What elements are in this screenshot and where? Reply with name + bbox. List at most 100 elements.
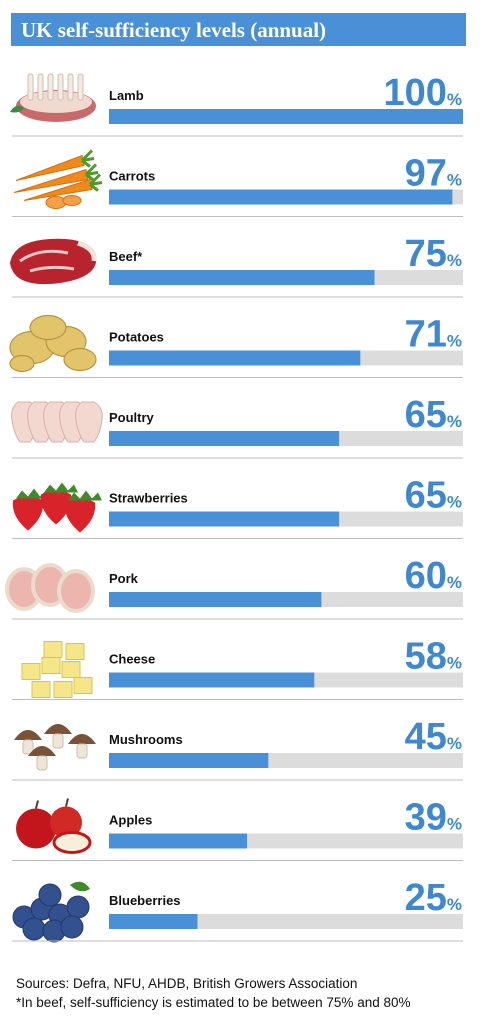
strawberry-leaf [68,490,102,501]
potatoes-icon [9,314,97,373]
category-label: Beef* [109,249,143,264]
apple [16,808,56,849]
apple-half [52,831,92,854]
poultry-icon [11,401,103,443]
mushroom-cap [14,730,42,740]
value-label: 65% [405,394,462,436]
bar [109,189,453,205]
bar [109,592,322,607]
row-cheese: Cheese 58% [12,636,463,700]
value-label: 100% [383,72,462,114]
lamb-bone [37,73,44,101]
bar [109,511,340,527]
category-label: Mushrooms [109,732,183,747]
row-blueberries: Blueberries 25% [12,877,463,943]
lamb-herb [10,105,24,113]
bar [109,914,198,929]
lamb-bone [77,73,84,101]
lamb-icon [10,73,96,122]
value-label: 97% [405,153,462,195]
beef-marbling [19,249,75,273]
carrots-icon [13,149,103,209]
title-bar: UK self-sufficiency levels (annual) [11,13,466,46]
blueberry [38,883,62,907]
cheese-cube [65,643,85,660]
category-label: Carrots [109,169,155,184]
row-mushrooms: Mushrooms 45% [12,716,463,781]
category-label: Cheese [109,652,155,667]
footer: Sources: Defra, NFU, AHDB, British Growe… [16,974,411,1012]
row-strawberries: Strawberries 65% [12,475,463,539]
beef-icon [10,238,97,285]
category-label: Potatoes [109,330,164,345]
category-label: Lamb [109,88,144,103]
bar [109,270,375,285]
category-label: Strawberries [109,491,188,506]
carrot-leaves [80,149,95,168]
category-label: Blueberries [109,893,181,908]
bar [109,833,248,849]
strawberry [12,496,44,531]
row-poultry: Poultry 65% [11,394,463,459]
blueberry [66,895,90,919]
apple-stem [35,798,69,809]
mushroom-stem [52,733,64,749]
mushroom-stem [22,739,34,755]
cheese-cube [43,641,63,658]
carrot-slice [45,196,67,209]
potato [29,314,67,341]
mushroom-stem [36,755,48,771]
beef-footnote: *In beef, self-sufficiency is estimated … [16,995,411,1010]
cheese-cube [41,657,61,674]
value-label: 71% [405,314,462,356]
cheese-cube [61,661,81,678]
value-label: 75% [405,233,462,275]
potato [9,354,35,373]
mushrooms-icon [14,724,96,771]
strawberry [64,498,96,533]
cheese-icon [21,641,93,698]
category-label: Pork [109,571,139,586]
lamb-bone [57,73,64,101]
lamb-bone [27,73,34,101]
carrot-leaves [84,163,99,182]
strawberry-leaf [44,482,78,493]
mushroom-cap [68,734,96,744]
beef-steak [10,238,97,285]
blueberry [22,917,46,941]
mushroom-stem [76,743,88,759]
value-label: 45% [405,716,462,758]
chart-title: UK self-sufficiency levels (annual) [21,18,327,42]
sources-note: Sources: Defra, NFU, AHDB, British Growe… [16,976,358,991]
bar [109,672,315,688]
row-pork: Pork 60% [5,555,463,620]
category-label: Apples [109,813,152,828]
value-label: 60% [405,555,462,597]
lamb-bone [67,73,74,101]
carrot-leaves [88,173,103,192]
mushroom-cap [44,724,72,734]
cheese-cube [31,681,51,698]
beef-fat [77,240,97,262]
row-beef: Beef* 75% [10,233,463,298]
blueberry-leaf [70,881,90,892]
bar [109,350,361,366]
blueberry [60,915,84,939]
value-label: 58% [405,636,462,678]
row-potatoes: Potatoes 71% [9,314,463,378]
apple [50,806,82,839]
cheese-cube [21,663,41,680]
row-carrots: Carrots 97% [12,149,463,217]
value-label: 39% [405,797,462,839]
cheese-cube [73,677,93,694]
apples-icon [16,798,92,854]
value-label: 25% [405,877,462,919]
lamb-bone [47,73,54,101]
category-label: Poultry [109,410,155,425]
strawberries-icon [12,482,102,533]
bar [109,431,340,446]
cheese-cube [53,681,73,698]
carrot-slice [62,195,82,206]
bar [109,753,269,768]
